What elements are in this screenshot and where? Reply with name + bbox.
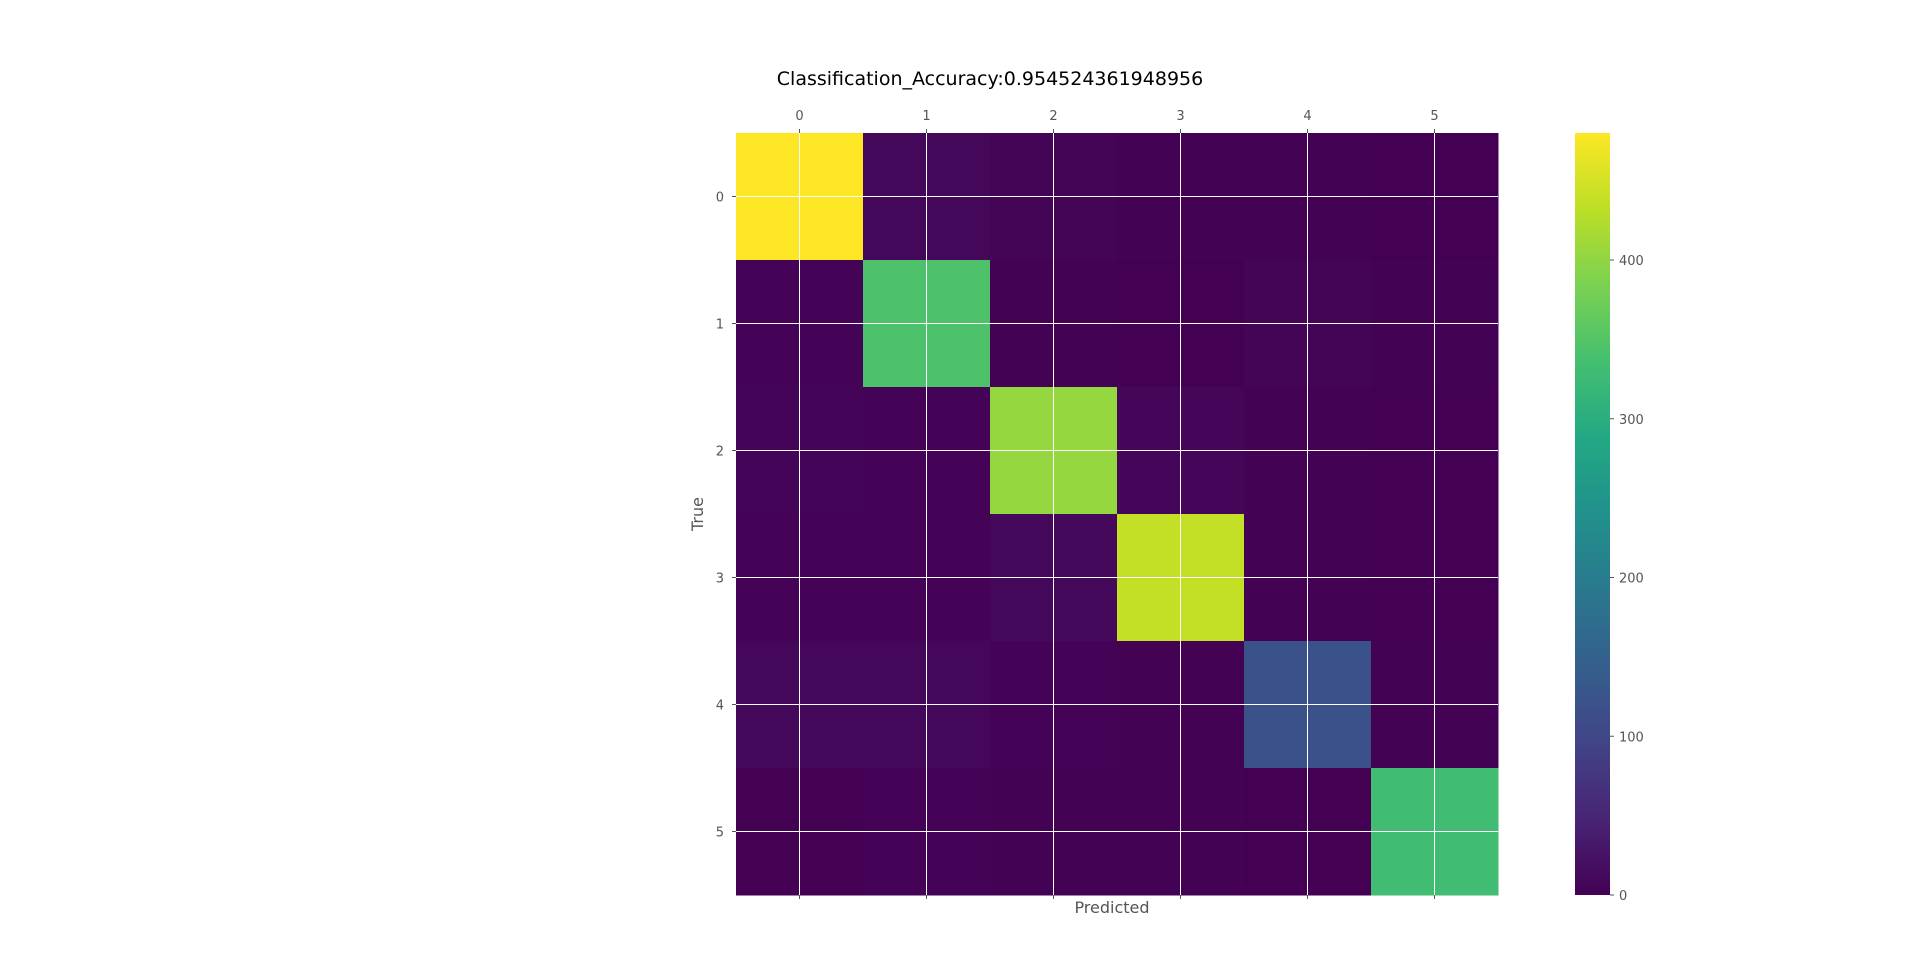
y-tick-label-5: 5 (716, 826, 724, 841)
y-tick-label-4: 4 (716, 699, 724, 714)
chart-title: Classification_Accuracy:0.95452436194895… (777, 68, 1203, 90)
x-tick-label-1: 1 (922, 109, 930, 124)
colorbar-tick-label-0: 0 (1619, 889, 1627, 904)
heatmap-cells (736, 133, 1499, 896)
x-tick-label-0: 0 (795, 109, 803, 124)
x-tick-label-5: 5 (1430, 109, 1438, 124)
heatmap-grid (736, 133, 1498, 895)
colorbar-ticks: 0 100 200 300 400 (1610, 254, 1644, 904)
y-tick-label-0: 0 (716, 191, 724, 206)
colorbar (1575, 133, 1610, 895)
x-tick-label-2: 2 (1049, 109, 1057, 124)
y-tick-label-3: 3 (716, 572, 724, 587)
x-tick-label-3: 3 (1176, 109, 1184, 124)
colorbar-tick-label-200: 200 (1619, 572, 1644, 587)
colorbar-tick-label-100: 100 (1619, 730, 1644, 745)
y-axis-label: True (688, 497, 707, 532)
axis-ticks: 0 1 2 3 4 5 0 1 2 3 4 5 (716, 109, 1439, 899)
x-tick-label-4: 4 (1303, 109, 1311, 124)
y-tick-label-2: 2 (716, 445, 724, 460)
colorbar-tick-label-400: 400 (1619, 254, 1644, 269)
y-tick-label-1: 1 (716, 318, 724, 333)
colorbar-tick-label-300: 300 (1619, 413, 1644, 428)
x-axis-label: Predicted (1074, 898, 1149, 917)
